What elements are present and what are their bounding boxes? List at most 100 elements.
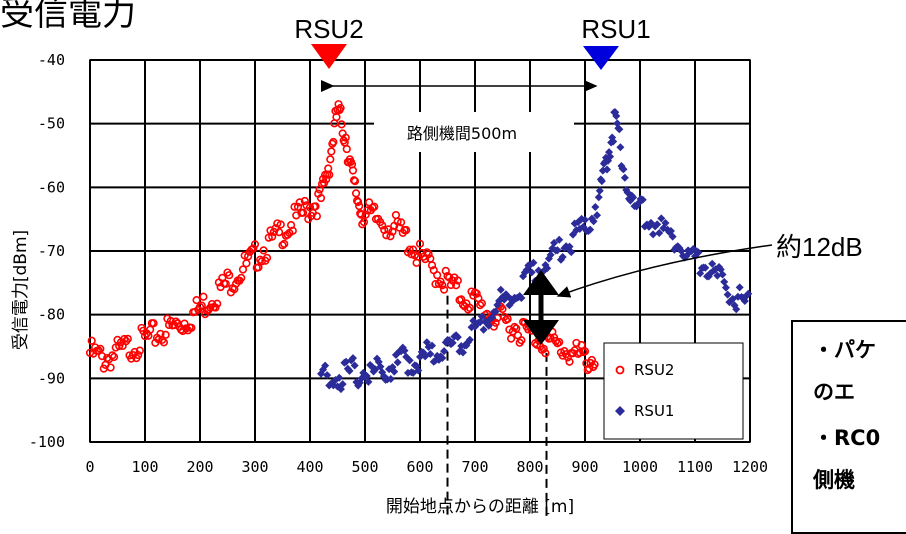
data-point-rsu2	[332, 112, 341, 122]
data-point-rsu2	[240, 251, 249, 260]
chart-legend: RSU2 RSU1	[603, 342, 744, 440]
data-point-rsu1	[323, 371, 332, 380]
data-point-rsu1	[529, 258, 538, 267]
data-point-rsu1	[653, 220, 662, 229]
series-rsu2	[85, 100, 599, 375]
data-point-rsu2	[259, 246, 268, 255]
data-point-rsu1	[721, 283, 730, 292]
data-point-rsu1	[581, 215, 589, 224]
data-point-rsu2	[318, 174, 328, 184]
data-point-rsu2	[242, 259, 251, 268]
data-point-rsu1	[364, 377, 373, 386]
data-point-rsu2	[237, 273, 246, 282]
data-point-rsu1	[362, 372, 371, 381]
distance-label: 路側機間500m	[407, 124, 517, 143]
data-point-rsu2	[477, 299, 486, 308]
data-point-rsu1	[720, 277, 729, 286]
data-point-rsu2	[225, 271, 234, 280]
level-arrow-down-icon	[523, 320, 559, 345]
data-point-rsu2	[326, 155, 335, 164]
data-point-rsu1	[458, 348, 467, 357]
data-point-rsu1	[713, 271, 722, 280]
data-point-rsu1	[440, 347, 449, 356]
x-tick-label: 800	[516, 458, 543, 476]
legend-rsu2-label: RSU2	[634, 361, 674, 379]
data-point-rsu1	[694, 248, 703, 257]
data-point-rsu1	[595, 186, 604, 195]
data-point-rsu2	[278, 241, 287, 250]
y-tick-label: -70	[38, 242, 65, 260]
data-point-rsu1	[438, 353, 447, 362]
data-point-rsu1	[586, 225, 595, 234]
note-line-2: のエ	[813, 380, 855, 404]
data-point-rsu1	[568, 230, 577, 239]
data-point-rsu1	[609, 137, 618, 146]
x-tick-label: 0	[85, 458, 94, 476]
data-point-rsu2	[590, 360, 599, 369]
data-point-rsu2	[195, 302, 205, 312]
data-point-rsu1	[400, 346, 409, 355]
data-point-rsu2	[451, 281, 461, 290]
data-point-rsu1	[553, 246, 562, 255]
data-point-rsu2	[280, 239, 289, 248]
data-point-rsu2	[182, 324, 191, 333]
data-point-rsu2	[510, 322, 519, 332]
data-point-rsu1	[426, 349, 435, 358]
data-point-rsu2	[213, 299, 222, 308]
rsu1-peak-label: RSU1	[581, 14, 650, 44]
data-point-rsu1	[335, 373, 344, 382]
data-point-rsu2	[299, 208, 308, 217]
data-point-rsu1	[527, 268, 536, 277]
data-point-rsu2	[402, 226, 411, 235]
data-point-rsu1	[453, 333, 462, 342]
data-point-rsu1	[428, 341, 437, 350]
page-title: 受信電力	[0, 0, 136, 34]
data-point-rsu1	[350, 361, 359, 370]
data-point-rsu2	[424, 250, 433, 259]
data-point-rsu2	[192, 296, 201, 305]
data-point-rsu2	[541, 349, 550, 358]
plot-border	[89, 59, 751, 443]
data-point-rsu2	[517, 336, 526, 345]
data-point-rsu1	[735, 283, 744, 292]
data-point-rsu2	[342, 144, 351, 154]
data-point-rsu1	[615, 125, 624, 134]
data-point-rsu2	[465, 303, 474, 312]
data-point-rsu1	[638, 195, 647, 204]
data-point-rsu2	[378, 221, 387, 230]
data-point-rsu1	[550, 238, 559, 247]
data-point-rsu1	[345, 366, 354, 375]
data-point-rsu1	[555, 235, 564, 244]
data-point-rsu1	[649, 230, 658, 239]
data-point-rsu2	[555, 338, 564, 347]
data-point-rsu2	[357, 210, 366, 219]
data-point-rsu1	[744, 289, 753, 298]
rsu1-marker-icon	[583, 46, 619, 70]
legend-rsu2-marker-icon	[615, 365, 625, 375]
data-point-rsu1	[620, 173, 629, 182]
data-point-rsu1	[491, 307, 500, 316]
data-point-rsu1	[348, 354, 357, 363]
data-point-rsu1	[708, 259, 717, 268]
data-point-rsu2	[575, 348, 584, 357]
data-point-rsu2	[350, 176, 360, 186]
data-point-rsu2	[120, 334, 129, 344]
data-point-rsu1	[465, 335, 474, 344]
data-point-rsu2	[211, 303, 220, 312]
data-point-rsu2	[159, 338, 169, 347]
data-point-rsu1	[338, 380, 347, 389]
data-point-rsu1	[723, 290, 732, 299]
data-point-rsu2	[439, 285, 449, 294]
data-point-rsu1	[668, 232, 677, 241]
data-point-rsu2	[446, 280, 456, 290]
data-point-rsu2	[498, 304, 507, 314]
data-point-rsu2	[491, 318, 500, 327]
data-point-rsu2	[337, 120, 346, 129]
note-line-3: ・RC0	[813, 426, 881, 450]
x-tick-label: 900	[571, 458, 598, 476]
guide-lines	[446, 295, 548, 519]
data-point-rsu2	[356, 209, 365, 218]
x-tick-label: 1000	[622, 458, 658, 476]
data-point-rsu2	[238, 265, 248, 274]
y-axis-ticks: -40 -50 -60 -70 -80 -90 -100	[29, 51, 65, 451]
